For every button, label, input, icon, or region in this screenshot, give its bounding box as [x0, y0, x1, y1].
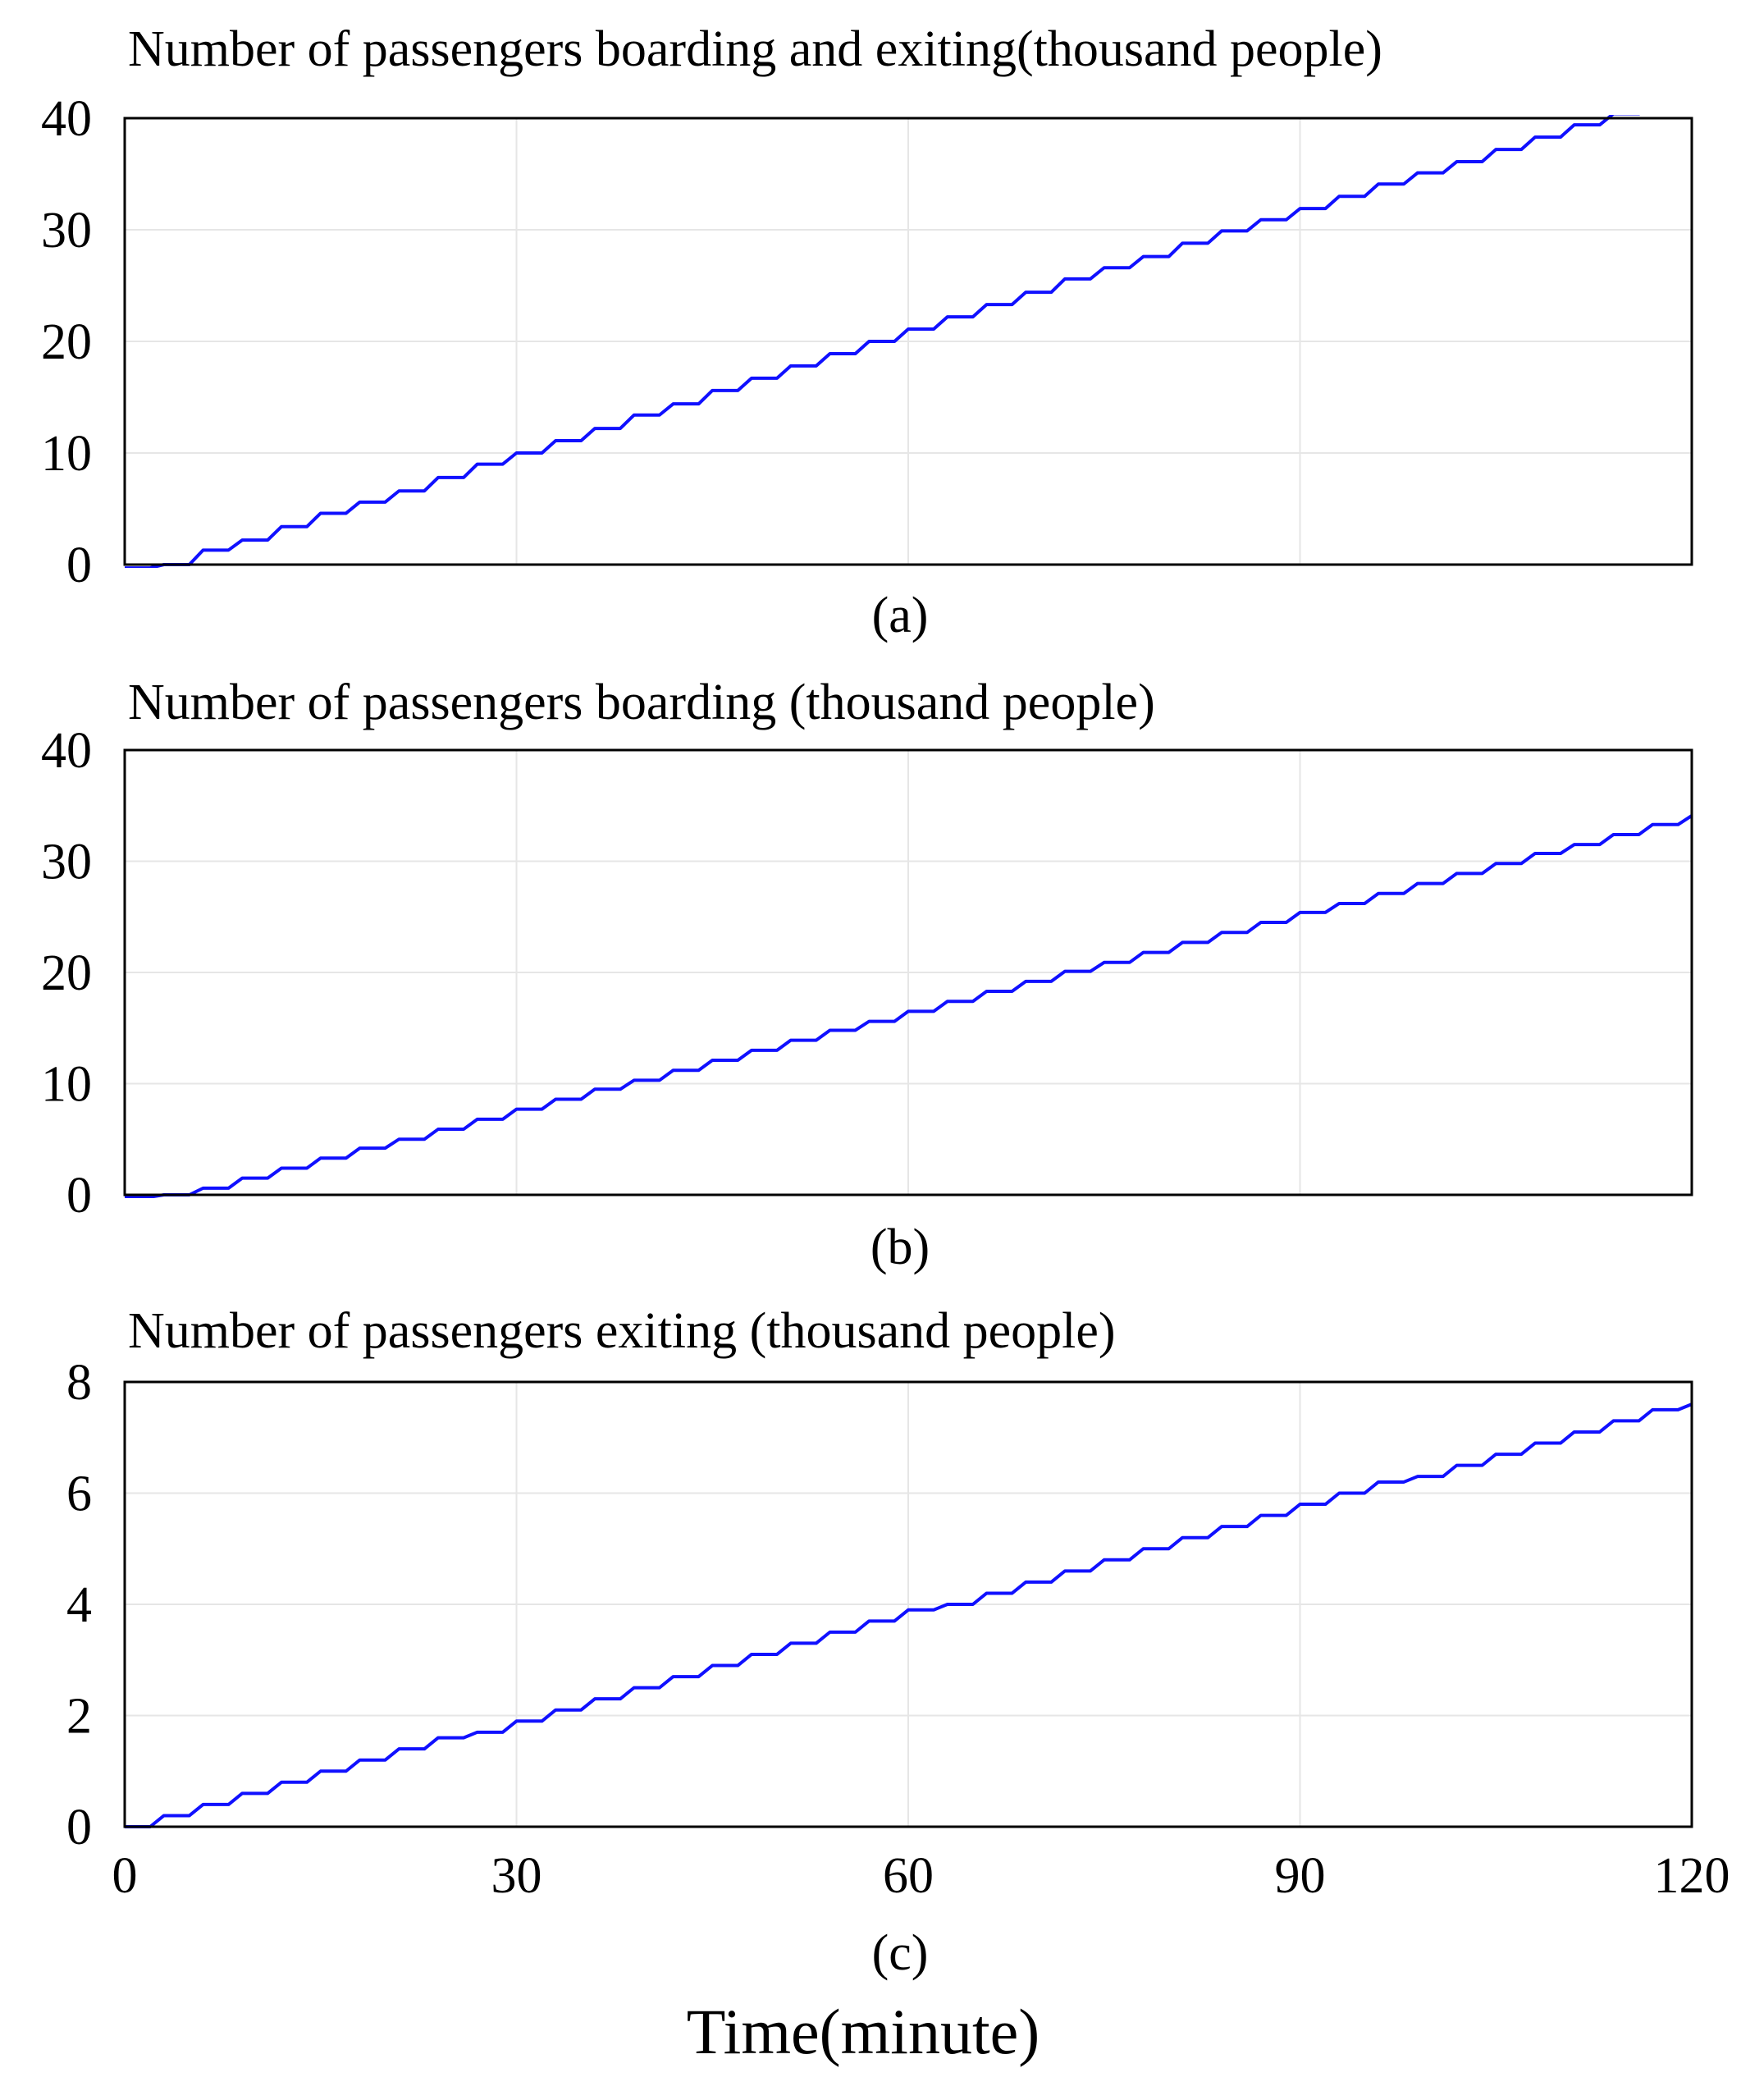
series-line [125, 115, 1640, 568]
y-tick-label: 8 [66, 1355, 92, 1411]
x-tick-label: 90 [1275, 1848, 1326, 1904]
x-tick-label: 60 [883, 1848, 934, 1904]
x-tick-label: 120 [1654, 1848, 1730, 1904]
y-tick-label: 40 [41, 91, 92, 147]
y-tick-label: 20 [41, 314, 92, 370]
chart-title: Number of passengers boarding (thousand … [128, 675, 1155, 730]
x-tick-label: 30 [491, 1848, 542, 1904]
plot-frame [123, 1380, 1693, 1828]
series-line [125, 814, 1693, 1198]
chart-panel-3: Number of passengers exiting (thousand p… [66, 1303, 1730, 1981]
chart-title: Number of passengers exiting (thousand p… [128, 1303, 1116, 1359]
chart-title: Number of passengers boarding and exitin… [128, 21, 1382, 77]
y-tick-label: 20 [41, 945, 92, 1001]
y-tick-label: 2 [66, 1689, 92, 1745]
y-tick-label: 30 [41, 203, 92, 258]
y-tick-label: 0 [66, 1800, 92, 1855]
y-tick-label: 0 [66, 538, 92, 593]
y-tick-label: 10 [41, 1057, 92, 1113]
y-tick-label: 30 [41, 835, 92, 890]
panel-label: (b) [870, 1219, 930, 1275]
chart-panel-1: Number of passengers boarding and exitin… [41, 21, 1693, 643]
panel-label: (c) [872, 1925, 929, 1981]
y-tick-label: 6 [66, 1466, 92, 1522]
series-line [125, 1402, 1693, 1828]
x-axis-label: Time(minute) [687, 1996, 1040, 2067]
y-tick-label: 40 [41, 723, 92, 779]
y-tick-label: 0 [66, 1168, 92, 1224]
x-tick-label: 0 [112, 1848, 138, 1904]
panel-label: (a) [872, 588, 929, 643]
chart-panel-2: Number of passengers boarding (thousand … [41, 675, 1693, 1275]
plot-frame [123, 117, 1693, 566]
plot-frame [123, 748, 1693, 1196]
y-tick-label: 10 [41, 426, 92, 482]
y-tick-label: 4 [66, 1577, 92, 1633]
